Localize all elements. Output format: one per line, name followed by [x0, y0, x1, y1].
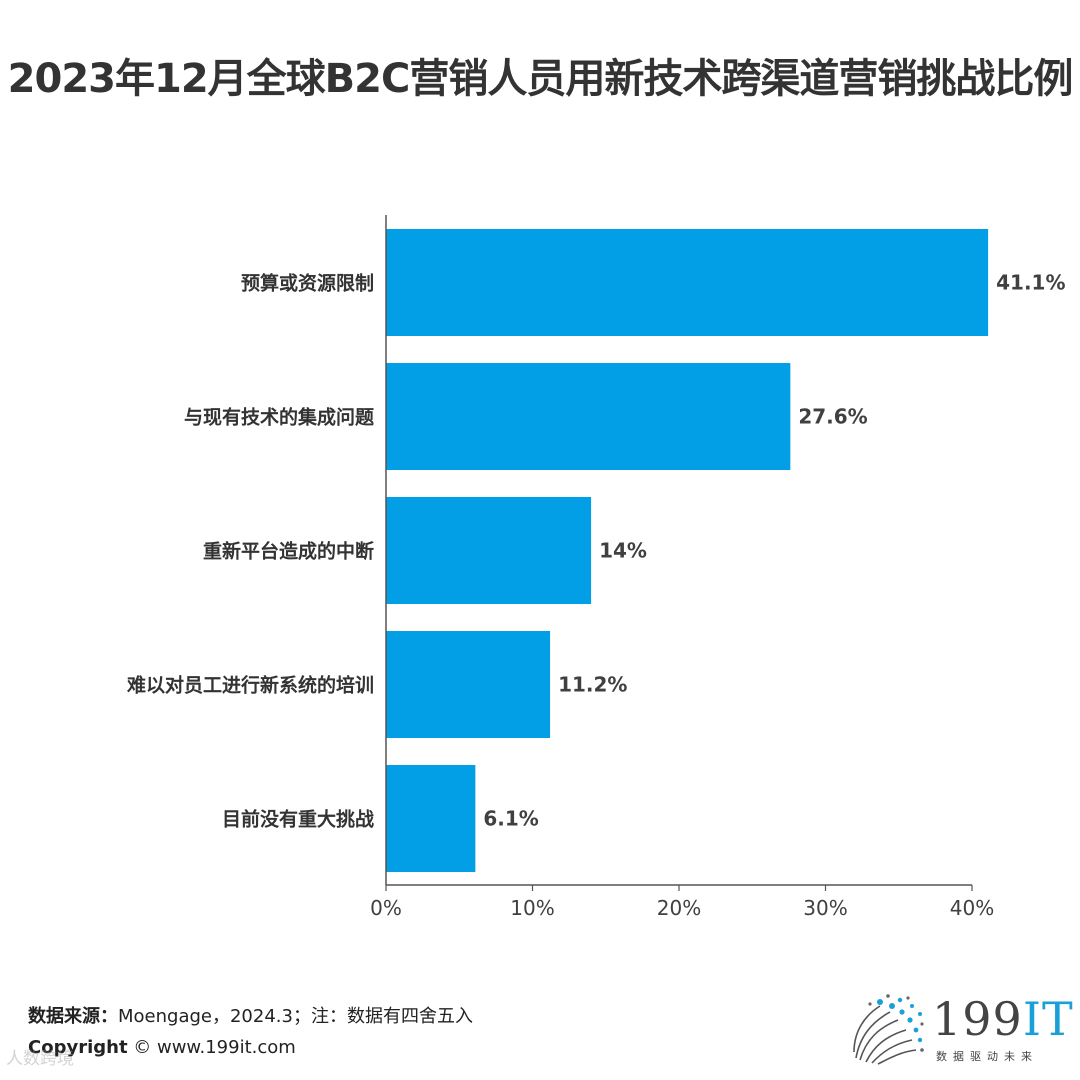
category-label-4: 难以对员工进行新系统的培训	[126, 674, 374, 697]
logo-wordmark: 199IT	[932, 992, 1074, 1046]
category-labels-group: 预算或资源限制与现有技术的集成问题重新平台造成的中断难以对员工进行新系统的培训目…	[126, 272, 374, 831]
value-label-4: 11.2%	[558, 673, 627, 697]
watermark: 人数跨境	[6, 1049, 74, 1069]
x-tick-label-10: 10%	[510, 896, 554, 920]
x-tick-label-40: 40%	[950, 896, 994, 920]
copyright-text: © www.199it.com	[127, 1037, 296, 1058]
copyright-label: Copyright	[28, 1037, 128, 1058]
bar-5	[386, 765, 476, 872]
logo-199it: 199IT 数据驱动未来	[850, 992, 1073, 1066]
bar-3	[386, 497, 592, 604]
x-tick-label-20: 20%	[657, 896, 701, 920]
value-labels-group: 41.1% 27.6% 14% 11.2% 6.1%	[483, 271, 1065, 831]
category-label-3: 重新平台造成的中断	[203, 540, 374, 563]
copyright: Copyright © www.199it.com	[28, 1037, 296, 1058]
x-ticks-group: 0% 10% 20% 30% 40%	[370, 885, 994, 920]
category-label-1: 预算或资源限制	[241, 272, 374, 295]
category-label-5: 目前没有重大挑战	[222, 808, 374, 831]
bars-group	[386, 229, 989, 872]
value-label-5: 6.1%	[483, 807, 538, 831]
logo-dots-icon	[853, 994, 924, 1065]
value-label-2: 27.6%	[798, 405, 867, 429]
bar-2	[386, 363, 791, 470]
x-tick-label-30: 30%	[803, 896, 847, 920]
x-tick-label-0: 0%	[370, 896, 402, 920]
chart-title: 2023年12月全球B2C营销人员用新技术跨渠道营销挑战比例	[7, 56, 1074, 102]
data-source: 数据来源：Moengage，2024.3；注：数据有四舍五入	[28, 1002, 473, 1028]
logo-number: 199	[932, 992, 1023, 1046]
value-label-3: 14%	[599, 539, 647, 563]
logo-tagline: 数据驱动未来	[936, 1050, 1038, 1063]
bar-4	[386, 631, 551, 738]
source-text: Moengage，2024.3；注：数据有四舍五入	[118, 1006, 473, 1027]
source-label: 数据来源：	[28, 1006, 118, 1027]
bar-1	[386, 229, 989, 336]
value-label-1: 41.1%	[996, 271, 1065, 295]
logo-suffix: IT	[1022, 992, 1074, 1046]
category-label-2: 与现有技术的集成问题	[184, 406, 374, 429]
